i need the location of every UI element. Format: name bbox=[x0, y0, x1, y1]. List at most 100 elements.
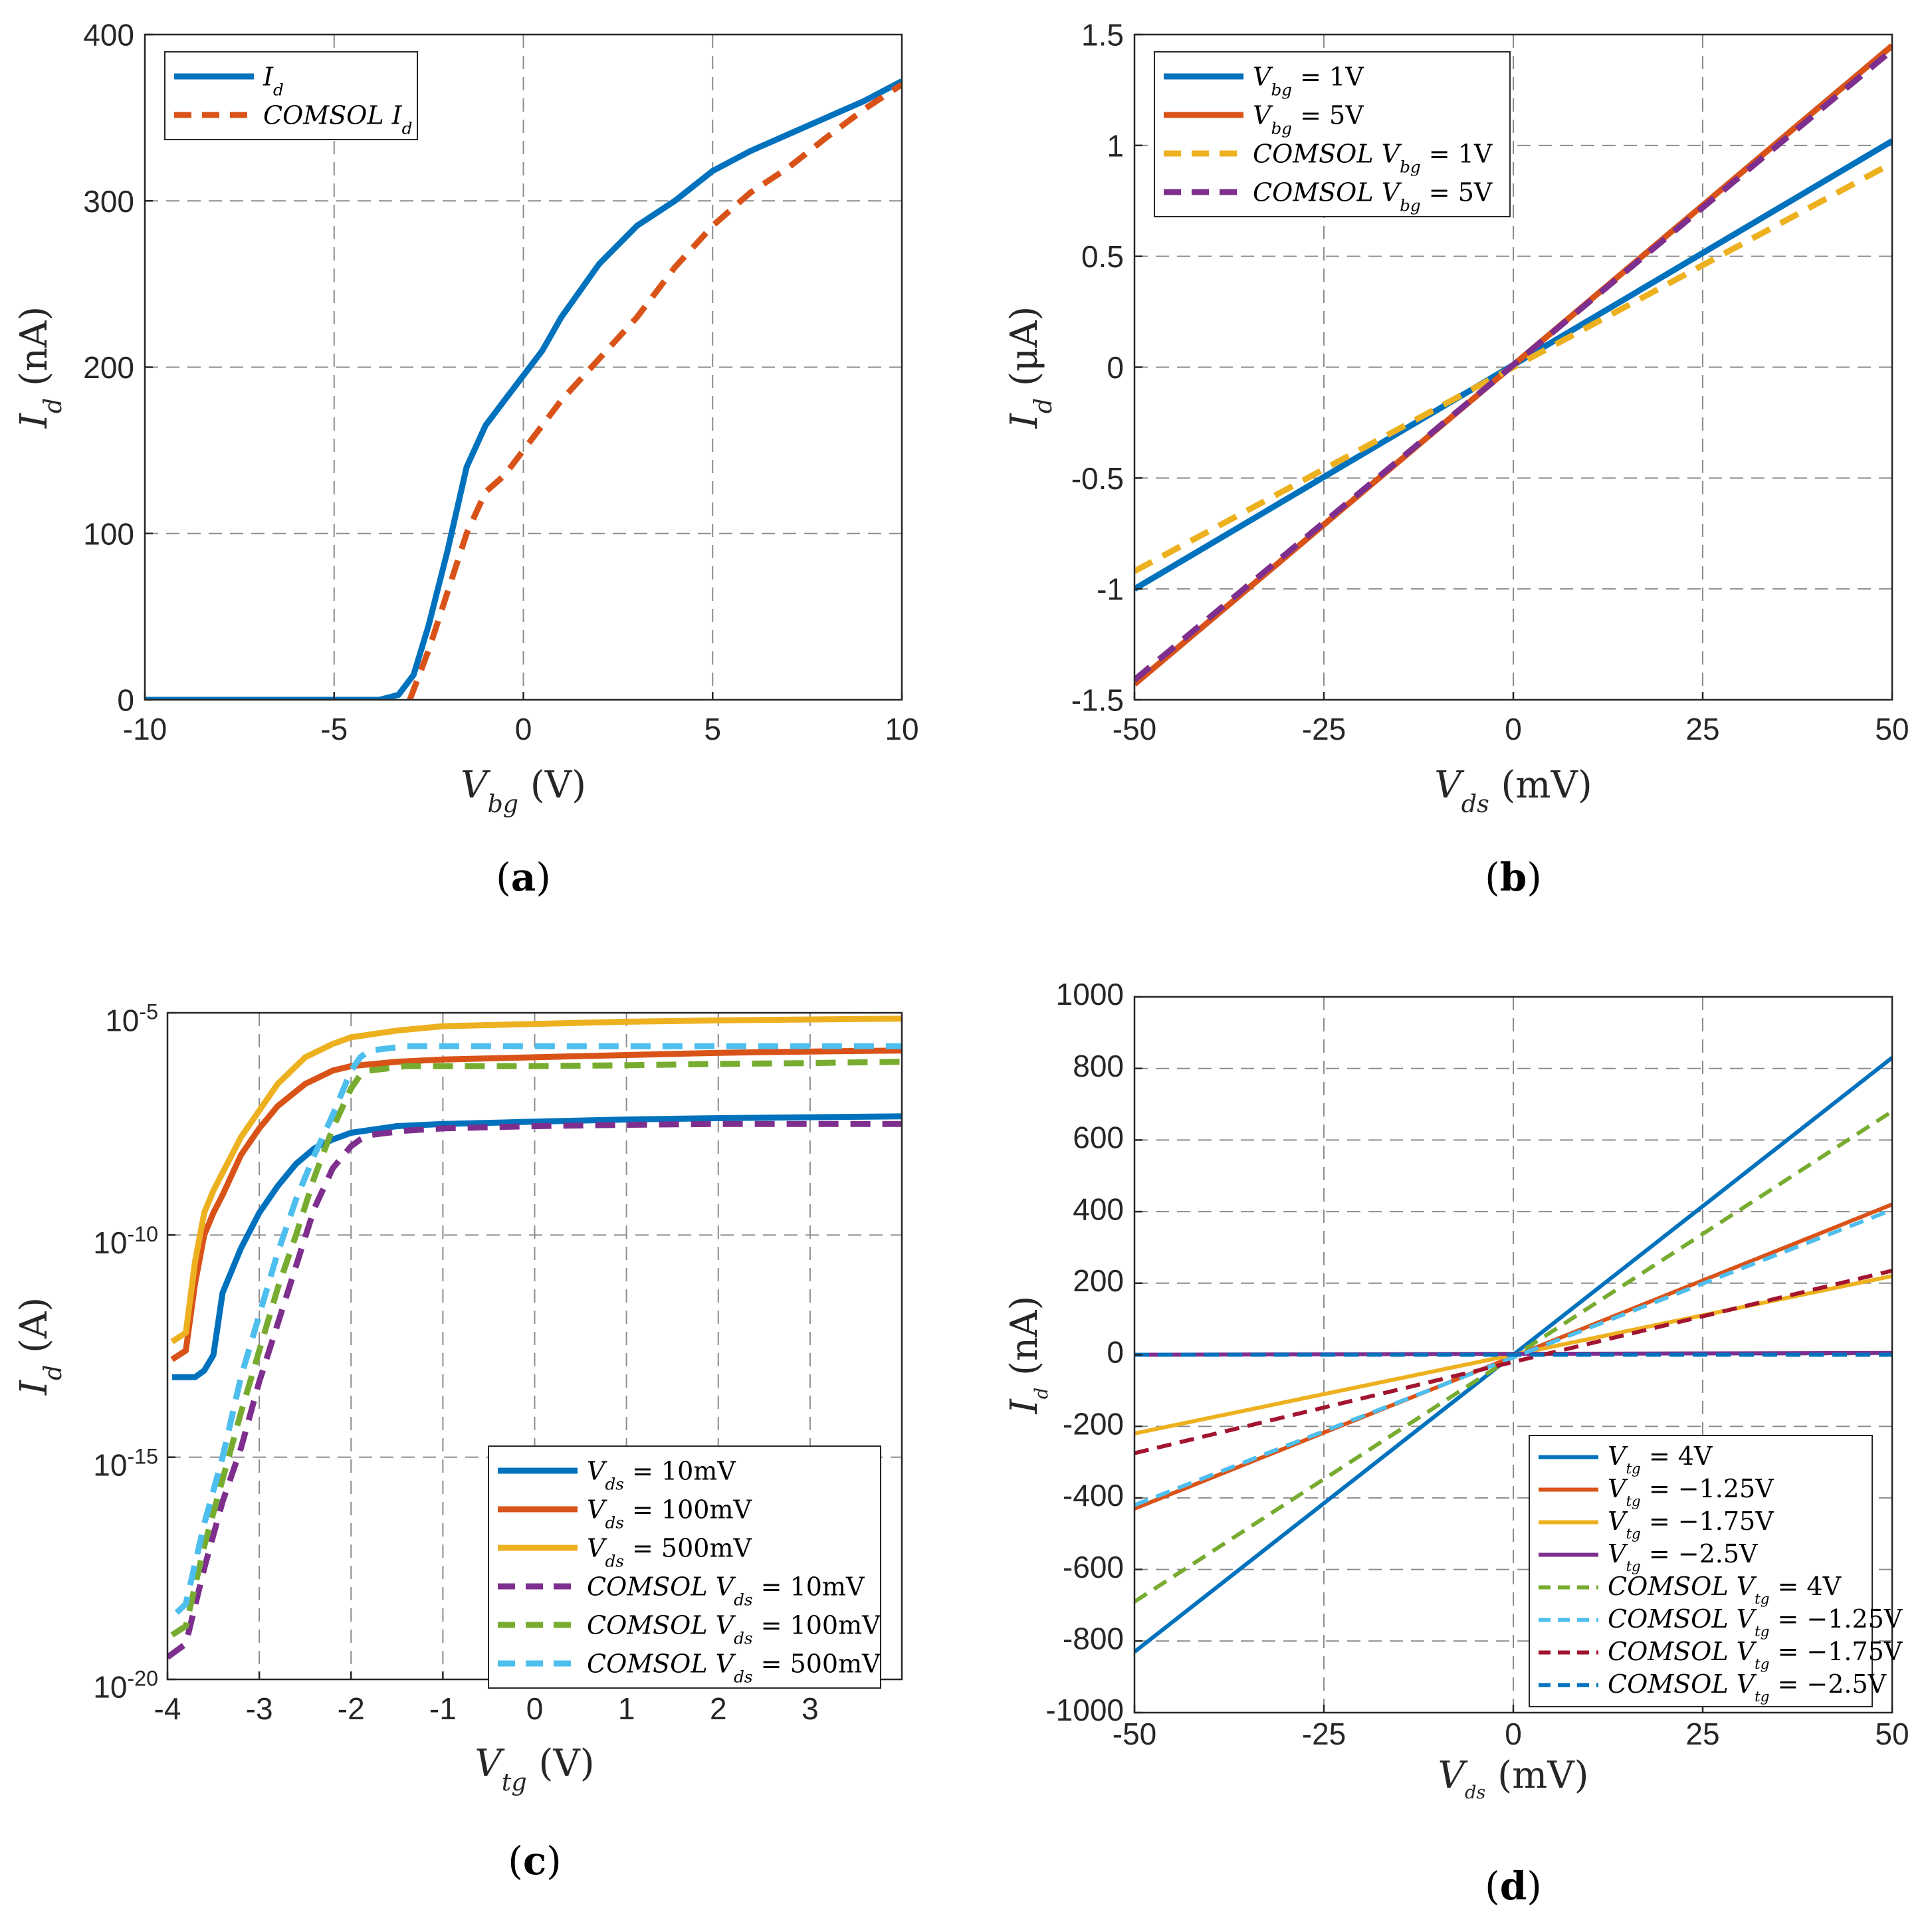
legend-label: COMSOL Vds = 500mV bbox=[587, 1649, 881, 1686]
x-tick-label: -1 bbox=[429, 1691, 457, 1726]
y-tick-label: 0 bbox=[1107, 350, 1124, 385]
x-tick-label: -3 bbox=[246, 1691, 273, 1726]
y-tick-label: 200 bbox=[1073, 1263, 1124, 1298]
panel-caption: (c) bbox=[508, 1838, 562, 1883]
legend-label: Vtg = −1.75V bbox=[1608, 1507, 1774, 1542]
y-tick-label: 600 bbox=[1073, 1120, 1124, 1155]
legend-label: Vbg = 1V bbox=[1253, 62, 1364, 99]
x-tick-label: 10 bbox=[885, 712, 918, 746]
series-line-4 bbox=[167, 1120, 902, 1660]
legend-label: COMSOL Vbg = 5V bbox=[1253, 177, 1493, 215]
series-line-6 bbox=[1134, 1208, 1892, 1507]
x-tick-label: 0 bbox=[1505, 712, 1522, 746]
legend-label: Vtg = −2.5V bbox=[1608, 1539, 1758, 1575]
legend-label: COMSOL Vtg = −2.5V bbox=[1608, 1669, 1887, 1705]
x-tick-label: 25 bbox=[1685, 712, 1719, 746]
series-line-4 bbox=[1134, 47, 1892, 683]
y-tick-label: -0.5 bbox=[1071, 461, 1124, 496]
y-tick-label: 400 bbox=[83, 18, 134, 53]
x-tick-label: 25 bbox=[1685, 1717, 1719, 1751]
legend-box bbox=[488, 1445, 881, 1689]
x-tick-label: 0 bbox=[1505, 1717, 1522, 1751]
y-tick-label: 10-15 bbox=[93, 1444, 158, 1482]
y-tick-label: -800 bbox=[1063, 1622, 1124, 1656]
y-tick-label: 0 bbox=[1107, 1335, 1124, 1370]
legend-label: Vbg = 5V bbox=[1253, 100, 1364, 138]
legend-label: COMSOL Vds = 100mV bbox=[587, 1610, 881, 1648]
x-tick-label: -2 bbox=[338, 1691, 365, 1726]
x-tick-label: -4 bbox=[154, 1691, 181, 1726]
y-axis-label: Id (nA) bbox=[1003, 1296, 1052, 1415]
x-tick-label: 5 bbox=[704, 712, 721, 746]
x-axis-label: Vbg (V) bbox=[461, 764, 586, 818]
y-tick-label: -400 bbox=[1063, 1478, 1124, 1513]
y-tick-label: 800 bbox=[1073, 1049, 1124, 1083]
x-tick-label: -5 bbox=[320, 712, 348, 746]
legend-label: COMSOL Id bbox=[263, 100, 412, 138]
series-line-1 bbox=[145, 78, 902, 700]
x-axis-label: Vds (mV) bbox=[1434, 764, 1592, 818]
y-tick-label: 0.5 bbox=[1081, 239, 1124, 274]
panel-caption: (d) bbox=[1485, 1863, 1542, 1909]
y-tick-label: 0 bbox=[117, 683, 134, 718]
x-tick-label: 0 bbox=[515, 712, 532, 746]
y-tick-label: -200 bbox=[1063, 1406, 1124, 1441]
y-tick-label: 10-10 bbox=[93, 1222, 158, 1260]
series-line-3 bbox=[170, 1015, 902, 1344]
y-tick-label: 200 bbox=[83, 350, 134, 385]
x-tick-label: -25 bbox=[1302, 1717, 1346, 1751]
series-line-5 bbox=[170, 1059, 902, 1638]
legend-box bbox=[1529, 1435, 1873, 1707]
y-tick-label: 1 bbox=[1107, 128, 1124, 163]
y-tick-label: 300 bbox=[83, 184, 134, 219]
x-axis-label: Vtg (V) bbox=[475, 1742, 594, 1796]
panel-d: -50 -25 0 25 50 -1000 -800 -600 -400 -200 0 200 400 6… bbox=[1003, 977, 1909, 1909]
series-line-2 bbox=[407, 82, 902, 700]
x-tick-label: 3 bbox=[802, 1691, 819, 1726]
x-tick-label: 0 bbox=[526, 1691, 544, 1726]
x-tick-label: -50 bbox=[1113, 712, 1156, 746]
x-tick-label: -50 bbox=[1113, 1717, 1156, 1751]
series-line-2 bbox=[170, 1047, 902, 1362]
legend-label: Vtg = −1.25V bbox=[1608, 1474, 1774, 1510]
y-axis-label: Id (nA) bbox=[13, 306, 67, 429]
panel-b: -50 -25 0 25 50 -1.5 -1 -0.5 0 0.5 1 1.5 Vds (mV) Id … bbox=[1003, 18, 1909, 900]
legend-label: Vtg = 4V bbox=[1608, 1441, 1713, 1477]
y-tick-label: -1.5 bbox=[1071, 683, 1124, 718]
legend-label: Id bbox=[263, 62, 284, 99]
legend-label: Vds = 10mV bbox=[587, 1456, 736, 1493]
x-tick-label: 50 bbox=[1875, 1717, 1909, 1751]
legend-label: COMSOL Vds = 10mV bbox=[587, 1572, 865, 1609]
panel-c: -4 -3 -2 -1 0 1 2 3 10-20 10-15 10-10 10-5 Vtg (V) Id… bbox=[13, 1000, 903, 1883]
x-tick-label: -10 bbox=[123, 712, 167, 746]
y-tick-label: 400 bbox=[1073, 1192, 1124, 1226]
x-axis-label: Vds (mV) bbox=[1438, 1754, 1589, 1803]
y-axis-label: Id (A) bbox=[13, 1297, 67, 1396]
y-tick-label: 100 bbox=[83, 516, 134, 551]
x-tick-label: 2 bbox=[710, 1691, 727, 1726]
legend-label: COMSOL Vtg = −1.75V bbox=[1608, 1637, 1903, 1673]
x-tick-label: 50 bbox=[1875, 712, 1909, 746]
y-tick-label: 1000 bbox=[1056, 977, 1124, 1011]
legend-label: COMSOL Vtg = 4V bbox=[1608, 1572, 1842, 1608]
y-tick-label: 10-20 bbox=[93, 1667, 158, 1705]
y-axis-label: Id (μA) bbox=[1003, 306, 1057, 429]
y-tick-label: 10-5 bbox=[105, 1000, 158, 1038]
x-tick-label: -25 bbox=[1302, 712, 1346, 746]
panel-caption: (b) bbox=[1485, 855, 1542, 900]
legend-label: Vds = 500mV bbox=[587, 1533, 752, 1570]
y-tick-label: -1000 bbox=[1045, 1693, 1124, 1727]
legend-label: COMSOL Vbg = 1V bbox=[1253, 139, 1493, 175]
legend-label: Vds = 100mV bbox=[587, 1495, 752, 1532]
panel-caption: (a) bbox=[496, 855, 551, 900]
y-tick-label: 1.5 bbox=[1081, 18, 1124, 53]
y-tick-label: -1 bbox=[1097, 572, 1124, 607]
series-line-7 bbox=[1134, 1269, 1892, 1455]
legend-label: COMSOL Vtg = −1.25V bbox=[1608, 1604, 1903, 1640]
